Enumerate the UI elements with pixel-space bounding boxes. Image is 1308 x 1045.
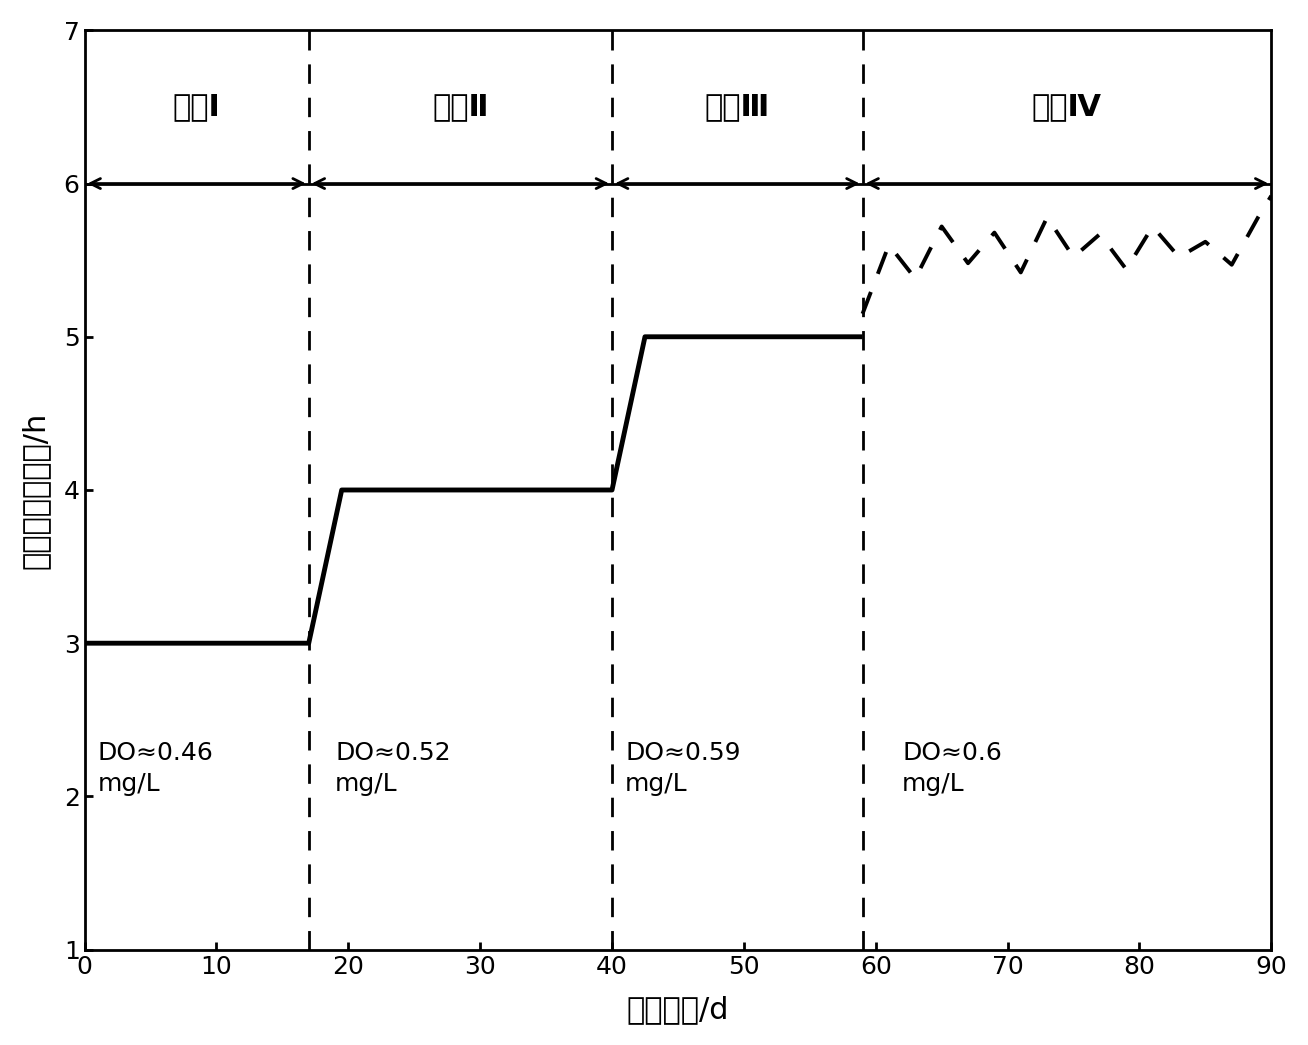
Text: DO≈0.59
mg/L: DO≈0.59 mg/L	[625, 741, 740, 796]
Text: 阶段Ⅲ: 阶段Ⅲ	[705, 92, 770, 121]
Text: DO≈0.46
mg/L: DO≈0.46 mg/L	[98, 741, 213, 796]
Y-axis label: 每周期曝气时间/h: 每周期曝气时间/h	[21, 412, 50, 568]
Text: 阶段Ⅰ: 阶段Ⅰ	[173, 92, 221, 121]
Text: 阶段Ⅱ: 阶段Ⅱ	[432, 92, 489, 121]
X-axis label: 运行天数/d: 运行天数/d	[627, 995, 729, 1024]
Text: DO≈0.52
mg/L: DO≈0.52 mg/L	[335, 741, 451, 796]
Text: DO≈0.6
mg/L: DO≈0.6 mg/L	[903, 741, 1002, 796]
Text: 阶段Ⅳ: 阶段Ⅳ	[1032, 92, 1101, 121]
